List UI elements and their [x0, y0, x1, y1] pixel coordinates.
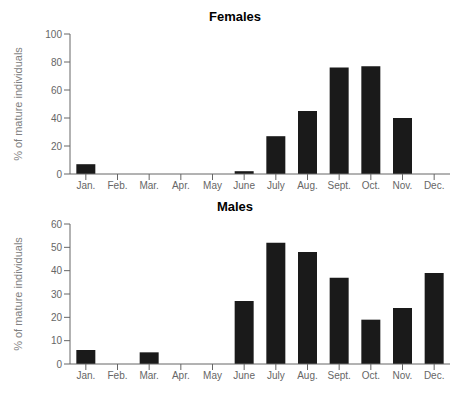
svg-text:Jan.: Jan.: [76, 370, 95, 381]
svg-text:Aug.: Aug.: [297, 180, 318, 191]
svg-text:June: June: [233, 180, 255, 191]
svg-text:Sept.: Sept.: [327, 180, 350, 191]
svg-text:July: July: [267, 180, 285, 191]
svg-text:80: 80: [51, 57, 63, 68]
svg-text:May: May: [203, 370, 222, 381]
svg-text:0: 0: [56, 359, 62, 370]
svg-text:Nov.: Nov.: [393, 370, 413, 381]
svg-text:60: 60: [51, 85, 63, 96]
svg-text:Dec.: Dec.: [424, 180, 445, 191]
svg-text:Oct.: Oct.: [362, 370, 380, 381]
svg-text:Nov.: Nov.: [393, 180, 413, 191]
svg-text:Apr.: Apr.: [172, 370, 190, 381]
svg-text:July: July: [267, 370, 285, 381]
svg-text:60: 60: [51, 219, 63, 230]
svg-text:40: 40: [51, 113, 63, 124]
html-text:Males: Males: [216, 199, 254, 214]
svg-text:Oct.: Oct.: [362, 180, 380, 191]
svg-text:Feb.: Feb.: [107, 180, 127, 191]
svg-text:0: 0: [56, 169, 62, 180]
svg-text:20: 20: [51, 312, 63, 323]
svg-text:30: 30: [51, 289, 63, 300]
svg-text:May: May: [203, 180, 222, 191]
svg-text:50: 50: [51, 242, 63, 253]
svg-text:40: 40: [51, 265, 63, 276]
svg-text:100: 100: [45, 29, 62, 40]
svg-text:20: 20: [51, 141, 63, 152]
svg-text:June: June: [233, 370, 255, 381]
svg-text:10: 10: [51, 335, 63, 346]
html-text:Females: Females: [209, 9, 261, 24]
svg-text:Aug.: Aug.: [297, 370, 318, 381]
svg-text:% of mature individuals: % of mature individuals: [12, 237, 24, 351]
svg-text:Feb.: Feb.: [107, 370, 127, 381]
svg-text:Jan.: Jan.: [76, 180, 95, 191]
svg-text:Sept.: Sept.: [327, 370, 350, 381]
svg-text:Dec.: Dec.: [424, 370, 445, 381]
svg-text:Apr.: Apr.: [172, 180, 190, 191]
svg-text:Mar.: Mar.: [139, 370, 158, 381]
svg-text:Mar.: Mar.: [139, 180, 158, 191]
svg-text:% of mature individuals: % of mature individuals: [12, 47, 24, 161]
